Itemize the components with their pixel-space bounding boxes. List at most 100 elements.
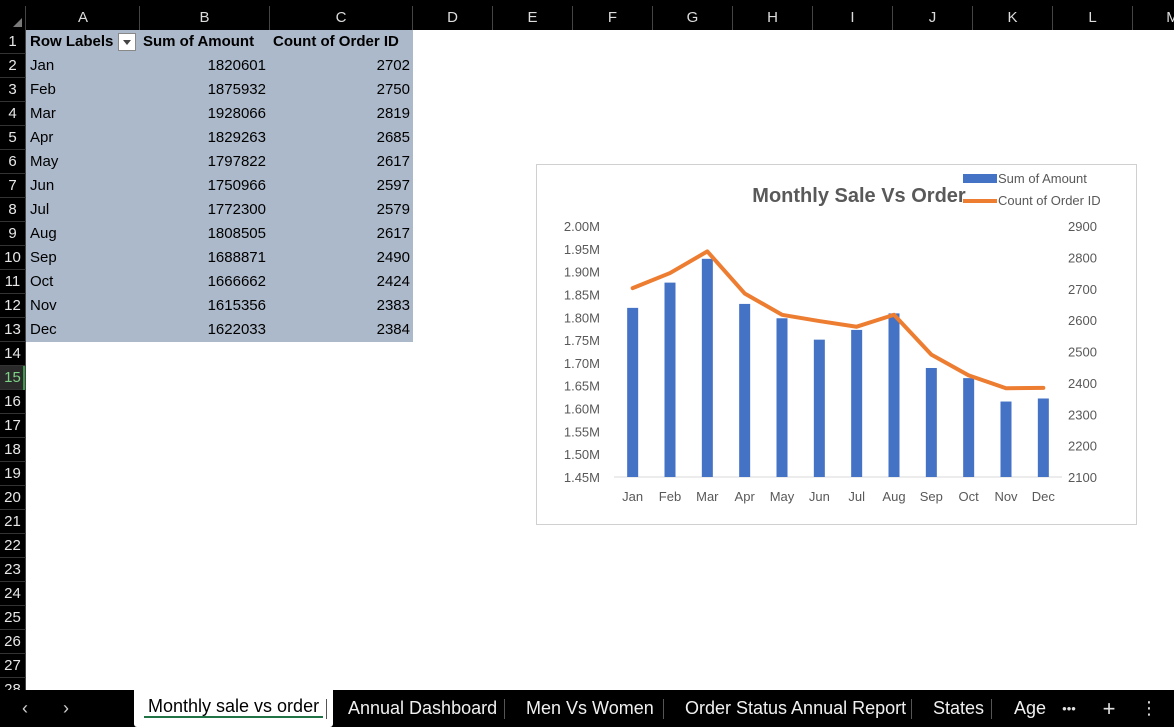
- row-header-9[interactable]: 9: [0, 222, 26, 246]
- row-header-14[interactable]: 14: [0, 342, 26, 366]
- pivot-cell[interactable]: Mar: [30, 105, 56, 122]
- pivot-cell[interactable]: 2424: [376, 273, 410, 290]
- pivot-cell[interactable]: 2490: [376, 249, 410, 266]
- pivot-cell[interactable]: Aug: [30, 225, 57, 242]
- row-header-26[interactable]: 26: [0, 630, 26, 654]
- pivot-cell[interactable]: 1615356: [207, 297, 266, 314]
- row-header-12[interactable]: 12: [0, 294, 26, 318]
- row-header-25[interactable]: 25: [0, 606, 26, 630]
- row-header-17[interactable]: 17: [0, 414, 26, 438]
- pivot-cell[interactable]: Dec: [30, 321, 57, 338]
- pivot-cell[interactable]: 2579: [376, 201, 410, 218]
- pivot-cell[interactable]: 1797822: [207, 153, 266, 170]
- row-header-5[interactable]: 5: [0, 126, 26, 150]
- pivot-row[interactable]: Jul 1772300 2579: [26, 198, 413, 222]
- sheet-options-button[interactable]: ⋮: [1140, 698, 1158, 718]
- pivot-row[interactable]: Nov 1615356 2383: [26, 294, 413, 318]
- column-header-g[interactable]: G: [653, 6, 733, 30]
- pivot-cell[interactable]: Sep: [30, 249, 57, 266]
- pivot-cell[interactable]: 1622033: [207, 321, 266, 338]
- column-header-k[interactable]: K: [973, 6, 1053, 30]
- add-sheet-button[interactable]: +: [1102, 696, 1116, 721]
- sheet-tab-monthly-sale-vs-order[interactable]: Monthly sale vs order: [134, 690, 334, 727]
- row-header-10[interactable]: 10: [0, 246, 26, 270]
- sheet-grid[interactable]: Row Labels Sum of Amount Count of Order ID…: [26, 30, 1174, 690]
- pivot-cell[interactable]: Jun: [30, 177, 55, 194]
- pivot-row[interactable]: Apr 1829263 2685: [26, 126, 413, 150]
- row-header-6[interactable]: 6: [0, 150, 26, 174]
- more-tabs-button[interactable]: •••: [1062, 701, 1076, 716]
- column-header-m[interactable]: M: [1133, 6, 1174, 30]
- column-header-f[interactable]: F: [573, 6, 653, 30]
- pivot-header-1[interactable]: Row Labels: [30, 33, 114, 50]
- pivot-cell[interactable]: 1688871: [207, 249, 266, 266]
- row-header-4[interactable]: 4: [0, 102, 26, 126]
- column-header-l[interactable]: L: [1053, 6, 1133, 30]
- pivot-cell[interactable]: 2383: [376, 297, 410, 314]
- pivot-cell[interactable]: Jan: [30, 57, 55, 74]
- pivot-cell[interactable]: 2384: [376, 321, 410, 338]
- pivot-cell[interactable]: 2685: [376, 129, 410, 146]
- column-header-d[interactable]: D: [413, 6, 493, 30]
- pivot-cell[interactable]: 1928066: [207, 105, 266, 122]
- row-header-21[interactable]: 21: [0, 510, 26, 534]
- select-all-button[interactable]: [0, 6, 26, 30]
- pivot-row[interactable]: Mar 1928066 2819: [26, 102, 413, 126]
- column-header-h[interactable]: H: [733, 6, 813, 30]
- row-header-8[interactable]: 8: [0, 198, 26, 222]
- row-header-1[interactable]: 1: [0, 30, 26, 54]
- row-header-7[interactable]: 7: [0, 174, 26, 198]
- pivot-row[interactable]: Oct 1666662 2424: [26, 270, 413, 294]
- row-header-16[interactable]: 16: [0, 390, 26, 414]
- pivot-cell[interactable]: 2617: [376, 225, 410, 242]
- chevron-left-icon[interactable]: ‹: [22, 698, 28, 718]
- pivot-cell[interactable]: Feb: [30, 81, 56, 98]
- pivot-header-2[interactable]: Sum of Amount: [143, 33, 255, 50]
- sheet-tab-age[interactable]: Age: [1000, 690, 1060, 727]
- column-header-a[interactable]: A: [27, 6, 140, 30]
- row-header-13[interactable]: 13: [0, 318, 26, 342]
- pivot-cell[interactable]: 1808505: [207, 225, 266, 242]
- pivot-row[interactable]: May 1797822 2617: [26, 150, 413, 174]
- pivot-cell[interactable]: 2750: [376, 81, 410, 98]
- pivot-table[interactable]: Row Labels Sum of Amount Count of Order ID…: [26, 30, 413, 342]
- column-header-b[interactable]: B: [140, 6, 270, 30]
- pivot-row[interactable]: Jun 1750966 2597: [26, 174, 413, 198]
- pivot-row[interactable]: Jan 1820601 2702: [26, 54, 413, 78]
- column-header-c[interactable]: C: [270, 6, 413, 30]
- sheet-tab-states[interactable]: States: [919, 690, 998, 727]
- row-header-11[interactable]: 11: [0, 270, 26, 294]
- pivot-cell[interactable]: 2702: [376, 57, 410, 74]
- row-header-27[interactable]: 27: [0, 654, 26, 678]
- pivot-cell[interactable]: 1666662: [207, 273, 266, 290]
- column-header-j[interactable]: J: [893, 6, 973, 30]
- pivot-row[interactable]: Dec 1622033 2384: [26, 318, 413, 342]
- sheet-tab-men-vs-women[interactable]: Men Vs Women: [512, 690, 668, 727]
- row-header-2[interactable]: 2: [0, 54, 26, 78]
- pivot-row[interactable]: Feb 1875932 2750: [26, 78, 413, 102]
- row-header-19[interactable]: 19: [0, 462, 26, 486]
- pivot-cell[interactable]: 1772300: [207, 201, 266, 218]
- pivot-cell[interactable]: 1829263: [207, 129, 266, 146]
- pivot-cell[interactable]: 2597: [376, 177, 410, 194]
- row-header-18[interactable]: 18: [0, 438, 26, 462]
- pivot-cell[interactable]: Jul: [30, 201, 50, 218]
- combo-chart[interactable]: Monthly Sale Vs Order 2.00M 1.95M 1.90M 1.85…: [536, 164, 1137, 525]
- row-header-24[interactable]: 24: [0, 582, 26, 606]
- row-header-23[interactable]: 23: [0, 558, 26, 582]
- pivot-cell[interactable]: 2819: [376, 105, 410, 122]
- pivot-row[interactable]: Aug 1808505 2617: [26, 222, 413, 246]
- pivot-cell[interactable]: 1875932: [207, 81, 266, 98]
- column-header-e[interactable]: E: [493, 6, 573, 30]
- pivot-cell[interactable]: 2617: [376, 153, 410, 170]
- sheet-tab-order-status-annual-report[interactable]: Order Status Annual Report: [671, 690, 920, 727]
- row-header-20[interactable]: 20: [0, 486, 26, 510]
- chevron-right-icon[interactable]: ›: [63, 698, 69, 718]
- pivot-header-3[interactable]: Count of Order ID: [273, 33, 399, 50]
- pivot-cell[interactable]: Oct: [30, 273, 54, 290]
- filter-dropdown-icon[interactable]: [118, 33, 136, 51]
- pivot-row[interactable]: Sep 1688871 2490: [26, 246, 413, 270]
- pivot-cell[interactable]: 1820601: [207, 57, 266, 74]
- row-header-22[interactable]: 22: [0, 534, 26, 558]
- pivot-cell[interactable]: Nov: [30, 297, 57, 314]
